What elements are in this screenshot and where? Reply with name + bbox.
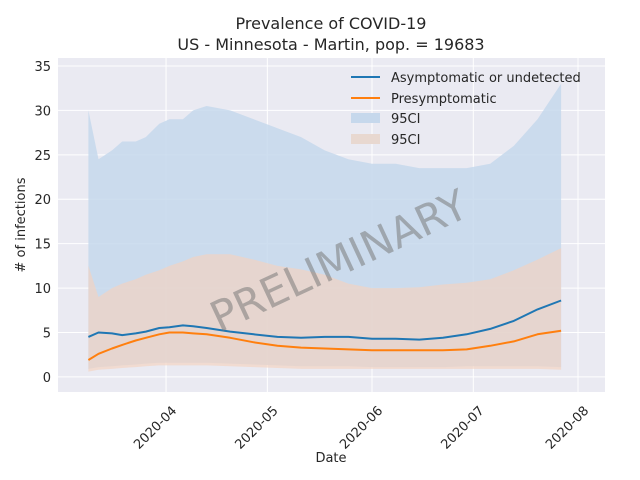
y-tick-label: 0 [43,371,51,386]
legend-label-asymptomatic: Asymptomatic or undetected [391,71,581,86]
x-tick-labels: 2020-04 2020-05 2020-06 2020-07 2020-08 [131,404,592,453]
y-tick-label: 25 [34,149,51,164]
y-tick-label: 10 [34,282,51,297]
y-axis-label: # of infections [14,177,29,272]
y-tick-label: 15 [34,238,51,253]
series-line-presymptomatic [87,329,562,361]
ci-band-presymptomatic [88,248,562,372]
y-tick-label: 5 [43,326,51,341]
confidence-bands [88,83,562,372]
y-tick-labels: 0 5 10 15 20 25 30 35 [34,60,51,386]
y-tick-label: 20 [34,193,51,208]
y-tick-label: 30 [34,104,51,119]
legend-swatch-ci-presymptomatic [351,134,380,144]
legend-label-presymptomatic: Presymptomatic [391,92,497,107]
x-tick-label: 2020-04 [131,404,180,453]
x-tick-label: 2020-06 [337,404,386,453]
x-tick-label: 2020-08 [543,404,592,453]
x-tick-label: 2020-05 [233,404,282,453]
legend: Asymptomatic or undetected Presymptomati… [351,71,581,148]
chart-title-line2: US - Minnesota - Martin, pop. = 19683 [177,35,484,54]
legend-label-ci-presymptomatic: 95CI [391,133,420,148]
y-tick-label: 35 [34,60,51,75]
legend-swatch-ci-asymptomatic [351,113,380,123]
chart-title-line1: Prevalence of COVID-19 [236,14,427,33]
x-axis-label: Date [315,451,346,466]
series-lines [87,299,562,361]
series-line-asymptomatic [88,299,562,341]
legend-label-ci-asymptomatic: 95CI [391,112,420,127]
x-tick-label: 2020-07 [438,404,487,453]
